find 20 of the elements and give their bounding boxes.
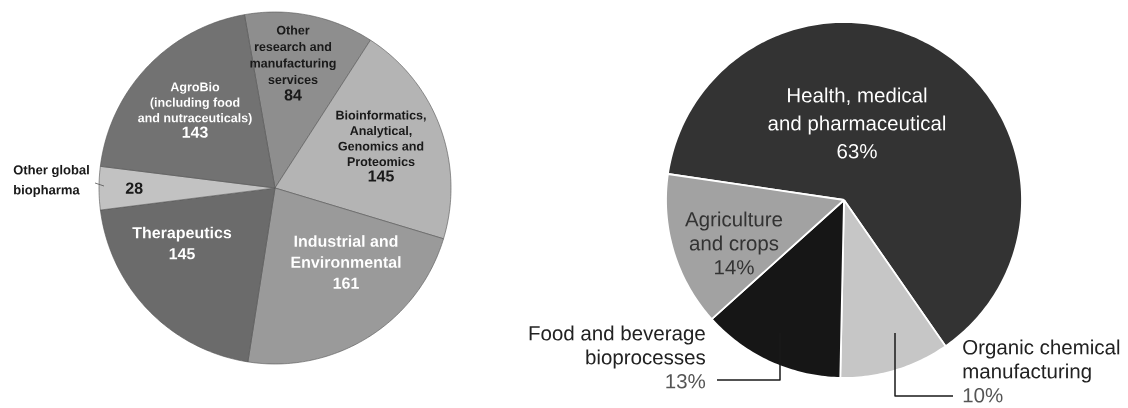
slice-label: Industrial and Environmental (291, 235, 401, 268)
slice-label: Other research and manufacturing services (250, 25, 336, 85)
data-label: 161 (333, 277, 359, 289)
data-label: 145 (368, 170, 394, 182)
slice-label: Therapeutics (132, 226, 232, 242)
slice-label: Organic chemical manufacturing (963, 339, 1120, 383)
data-label: 63% (837, 144, 877, 159)
slice-label: Health, medical and pharmaceutical (768, 87, 946, 135)
slice-label: Food and beverage bioprocesses (529, 325, 706, 369)
data-label: 28 (125, 182, 143, 194)
slice-label: Other global biopharma (13, 164, 89, 198)
slice-label: Agriculture and crops (685, 211, 783, 255)
slice-label: Bioinformatics, Analytical, Genomics and Proteomics (336, 110, 426, 167)
data-label: 84 (284, 89, 302, 101)
slice-label: AgroBio (including food and nutraceuticals) (138, 82, 252, 125)
data-label: 13% (666, 374, 706, 389)
data-label: 143 (182, 126, 208, 138)
data-label: 145 (169, 248, 195, 260)
data-label: 10% (963, 388, 1003, 403)
data-label: 14% (715, 260, 754, 275)
